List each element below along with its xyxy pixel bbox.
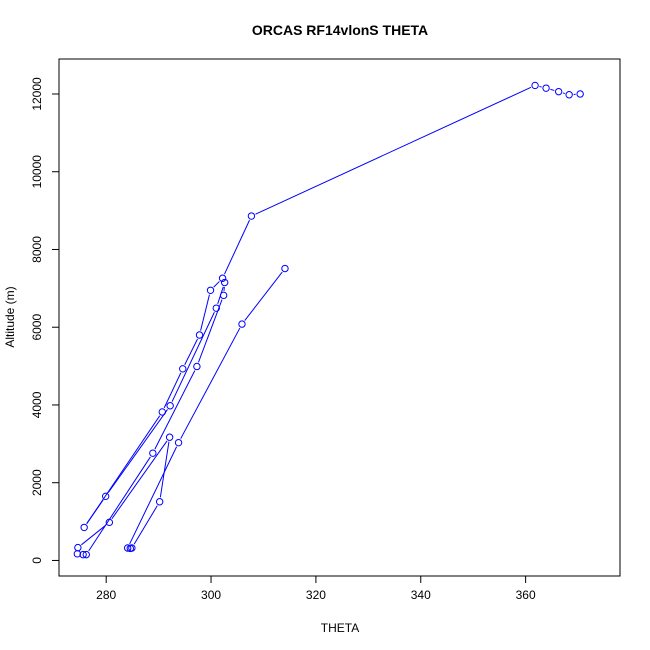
data-point <box>149 449 157 457</box>
data-point <box>80 523 88 532</box>
data-point <box>195 331 204 339</box>
data-point <box>565 91 573 99</box>
x-tick-label: 320 <box>306 588 326 602</box>
data-point <box>166 402 174 410</box>
series-line-segment <box>255 86 532 215</box>
series-line-segment <box>111 440 168 519</box>
data-point <box>247 212 256 220</box>
data-point <box>238 320 246 328</box>
data-point <box>212 304 220 312</box>
x-tick-label: 360 <box>516 588 536 602</box>
x-axis-label: THETA <box>321 621 359 635</box>
y-tick-label: 0 <box>30 557 44 564</box>
series-line-segment <box>244 271 283 321</box>
y-tick-label: 2000 <box>30 469 44 496</box>
data-point <box>218 274 227 282</box>
data-point <box>206 286 215 294</box>
series-line-segment <box>184 338 198 366</box>
y-tick-label: 8000 <box>30 236 44 263</box>
data-point <box>220 278 229 287</box>
series-line-segment <box>81 524 107 546</box>
series-line-segment <box>86 499 104 524</box>
series-line-segment <box>198 299 223 363</box>
data-point <box>126 544 135 553</box>
data-point <box>79 550 87 559</box>
data-point <box>74 543 82 552</box>
y-tick-label: 10000 <box>30 155 44 189</box>
y-tick-label: 4000 <box>30 391 44 418</box>
series-line-segment <box>163 372 182 409</box>
series-line-segment <box>159 441 170 498</box>
data-point <box>105 518 114 527</box>
data-point <box>219 291 228 300</box>
x-tick-label: 300 <box>201 588 221 602</box>
series-line-segment <box>129 446 178 545</box>
series-line-segment <box>562 92 565 94</box>
series-line-segment <box>550 88 555 91</box>
data-point <box>531 81 539 90</box>
data-point <box>174 438 183 447</box>
data-point <box>576 90 584 98</box>
data-point <box>123 544 132 552</box>
data-point <box>165 433 174 441</box>
data-point <box>82 550 90 559</box>
series-line-segment <box>107 409 168 493</box>
series-line-segment <box>133 505 158 545</box>
chart-title: ORCAS RF14vlonS THETA <box>252 22 428 38</box>
y-tick-label: 6000 <box>30 314 44 341</box>
data-point <box>542 84 550 92</box>
series-layer <box>73 81 584 559</box>
data-point <box>155 498 164 506</box>
x-tick-label: 340 <box>411 588 431 602</box>
data-point <box>101 492 110 501</box>
series-line-segment <box>171 312 215 402</box>
y-tick-label: 12000 <box>30 77 44 111</box>
series-line-segment <box>539 86 542 88</box>
series-line-segment <box>154 370 196 450</box>
series-line-segment <box>200 294 210 331</box>
data-point <box>554 87 563 96</box>
y-axis: 0 2000 4000 6000 8000 10000 12000 <box>30 77 60 564</box>
data-point <box>179 365 187 373</box>
x-tick-label: 280 <box>96 588 116 602</box>
series-line-segment <box>88 456 151 552</box>
x-axis: 280 300 320 340 360 <box>96 575 536 602</box>
y-axis-label: Altitude (m) <box>3 286 17 347</box>
data-point <box>193 362 201 371</box>
series-line-segment <box>224 219 250 275</box>
series-line-segment <box>213 281 220 288</box>
data-point <box>158 408 166 416</box>
series-line-segment <box>180 327 241 439</box>
data-point <box>281 264 289 273</box>
